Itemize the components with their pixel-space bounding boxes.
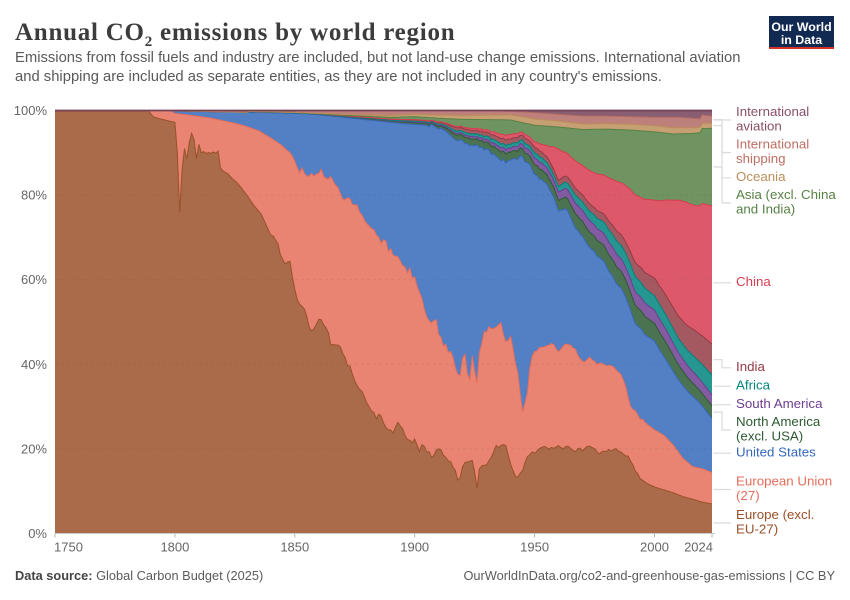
svg-text:EU-27): EU-27) [736,522,778,537]
svg-text:80%: 80% [21,188,47,203]
svg-text:100%: 100% [14,103,48,118]
svg-text:European Union: European Union [736,474,832,489]
svg-text:Africa: Africa [736,378,771,393]
svg-text:1850: 1850 [280,540,309,555]
svg-text:Oceania: Oceania [736,169,786,184]
svg-text:1900: 1900 [400,540,429,555]
svg-text:shipping: shipping [736,151,786,166]
svg-text:2000: 2000 [640,540,669,555]
svg-text:1800: 1800 [160,540,189,555]
svg-text:aviation: aviation [736,119,782,134]
svg-text:India: India [736,359,765,374]
svg-text:1750: 1750 [54,540,83,555]
svg-text:United States: United States [736,445,816,460]
svg-text:International: International [736,104,809,119]
svg-text:2024: 2024 [684,540,713,555]
svg-text:Asia (excl. China: Asia (excl. China [736,187,836,202]
svg-text:International: International [736,137,809,152]
svg-text:60%: 60% [21,272,47,287]
svg-text:South America: South America [736,396,823,411]
svg-text:1950: 1950 [520,540,549,555]
svg-text:40%: 40% [21,357,47,372]
svg-text:China: China [736,274,771,289]
svg-text:20%: 20% [21,441,47,456]
svg-text:Europe (excl.: Europe (excl. [736,507,814,522]
svg-text:(excl. USA): (excl. USA) [736,429,803,444]
svg-text:(27): (27) [736,488,760,503]
svg-text:0%: 0% [28,526,47,541]
svg-text:North America: North America [736,414,821,429]
svg-text:and India): and India) [736,202,795,217]
